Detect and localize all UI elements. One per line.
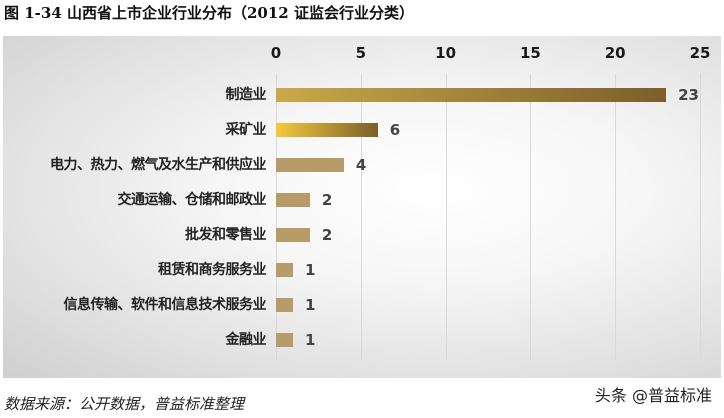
gridline — [700, 74, 701, 360]
x-tick-label: 15 — [519, 44, 541, 62]
x-tick-label: 0 — [270, 44, 282, 62]
bar — [276, 158, 344, 172]
bar — [276, 123, 378, 137]
gridline — [615, 74, 617, 360]
bar-row: 采矿业 6 — [3, 120, 721, 140]
category-label: 金融业 — [225, 332, 267, 348]
watermark: 头条 @普益标准 — [594, 386, 712, 405]
data-source-note: 数据来源：公开数据，普益标准整理 — [4, 395, 245, 413]
bar-row: 租赁和商务服务业 1 — [3, 260, 721, 280]
category-label: 信息传输、软件和信息技术服务业 — [63, 297, 267, 313]
bar-row: 批发和零售业 2 — [3, 225, 721, 245]
bar — [276, 88, 667, 102]
bar — [276, 298, 293, 312]
bar — [276, 193, 310, 207]
value-label: 2 — [321, 226, 333, 244]
category-label: 批发和零售业 — [185, 227, 267, 243]
value-label: 6 — [389, 121, 401, 139]
bar-row: 交通运输、仓储和邮政业 2 — [3, 190, 721, 210]
bar-row: 制造业 23 — [3, 85, 721, 105]
gridline — [445, 74, 447, 360]
value-label: 1 — [304, 261, 316, 279]
gridline — [276, 74, 277, 360]
bar-row: 金融业 1 — [3, 330, 721, 350]
bar — [276, 228, 310, 242]
category-label: 交通运输、仓储和邮政业 — [117, 192, 267, 208]
value-label: 4 — [355, 156, 367, 174]
bar — [276, 333, 293, 347]
value-label: 1 — [304, 331, 316, 349]
chart-area: 0 5 10 15 20 25 制造业 23 采矿业 6 电力、热力、燃气及水生产和供应业 4 交通运… — [3, 36, 721, 378]
value-label: 2 — [321, 191, 333, 209]
x-tick-label: 10 — [435, 44, 457, 62]
x-tick-label: 5 — [355, 44, 367, 62]
gridline — [530, 74, 532, 360]
gridline — [360, 74, 362, 360]
bar-row: 电力、热力、燃气及水生产和供应业 4 — [3, 155, 721, 175]
category-label: 电力、热力、燃气及水生产和供应业 — [50, 157, 267, 173]
chart-title: 图 1-34 山西省上市企业行业分布（2012 证监会行业分类） — [4, 4, 414, 22]
x-tick-label: 25 — [689, 44, 711, 62]
value-label: 1 — [304, 296, 316, 314]
category-label: 制造业 — [225, 87, 267, 103]
category-label: 租赁和商务服务业 — [158, 262, 267, 278]
bar — [276, 263, 293, 277]
value-label: 23 — [678, 86, 699, 104]
category-label: 采矿业 — [225, 122, 267, 138]
x-tick-label: 20 — [604, 44, 626, 62]
bar-row: 信息传输、软件和信息技术服务业 1 — [3, 295, 721, 315]
